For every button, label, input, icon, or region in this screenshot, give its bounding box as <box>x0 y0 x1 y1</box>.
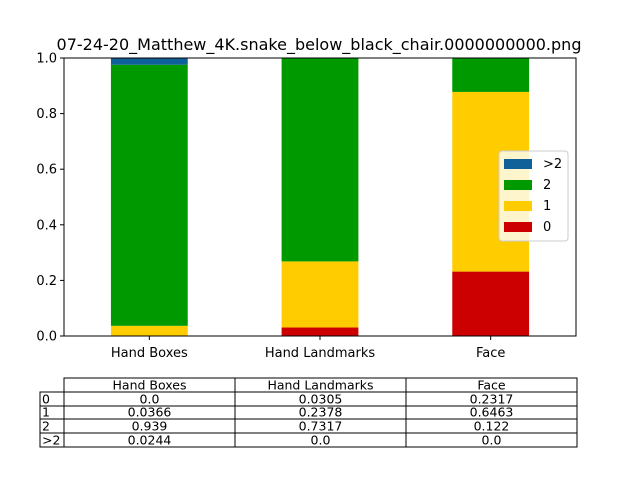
table-row-label: >2 <box>42 433 60 448</box>
y-tick-label: 0.6 <box>36 163 57 178</box>
table-cell-value: 0.0366 <box>128 405 172 420</box>
table-column-header: Face <box>477 378 506 393</box>
table-row-label: 0 <box>42 392 50 407</box>
legend-swatch <box>504 201 532 211</box>
legend: >2 2 1 0 <box>498 150 569 242</box>
table-row-label: 1 <box>42 405 50 420</box>
table-cell-value: 0.0 <box>482 433 502 448</box>
table-cell-value: 0.6463 <box>470 405 514 420</box>
legend-label: >2 <box>543 157 562 172</box>
bar-segment <box>452 58 530 92</box>
table-column-header: Hand Boxes <box>113 378 187 393</box>
table-cell-value: 0.0244 <box>128 433 172 448</box>
x-tick-label: Face <box>476 346 505 361</box>
table-cell-value: 0.2317 <box>470 392 514 407</box>
bar-segment <box>281 261 359 328</box>
bar-segment <box>110 325 188 336</box>
table-column-header: Hand Landmarks <box>267 378 373 393</box>
bar-segment <box>281 58 359 262</box>
table-cell-value: 0.122 <box>474 419 510 434</box>
legend-swatch <box>504 180 532 190</box>
chart-title: 07-24-20_Matthew_4K.snake_below_black_ch… <box>57 35 582 55</box>
table-cell <box>405 432 578 448</box>
y-tick-label: 0.0 <box>36 330 57 345</box>
table-cell-value: 0.0305 <box>299 392 343 407</box>
table-cell-value: 0.7317 <box>299 419 343 434</box>
table-cell-value: 0.939 <box>132 419 168 434</box>
table-cell-value: 0.0 <box>311 433 331 448</box>
table-cell-value: 0.2378 <box>299 405 343 420</box>
legend-swatch <box>504 222 532 232</box>
x-axis: Hand Boxes Hand Landmarks Face <box>111 336 505 361</box>
bars-group <box>110 58 530 336</box>
legend-label: 2 <box>543 178 551 193</box>
y-tick-label: 0.4 <box>36 218 57 233</box>
table-row-label: 2 <box>42 419 50 434</box>
legend-box <box>498 150 569 242</box>
legend-label: 1 <box>543 199 551 214</box>
bar-segment <box>281 327 359 336</box>
legend-label: 0 <box>543 220 551 235</box>
x-tick-label: Hand Landmarks <box>265 346 376 361</box>
table-cell-value: 0.0 <box>140 392 160 407</box>
bar-segment <box>452 271 530 336</box>
x-tick-label: Hand Boxes <box>111 346 188 361</box>
bar-segment <box>110 64 188 326</box>
y-axis: 0.0 0.2 0.4 0.6 0.8 1.0 <box>36 52 64 345</box>
bar-segment <box>110 58 188 65</box>
y-tick-label: 0.8 <box>36 107 57 122</box>
y-tick-label: 0.2 <box>36 274 57 289</box>
legend-swatch <box>504 159 532 169</box>
y-tick-label: 1.0 <box>36 52 57 67</box>
